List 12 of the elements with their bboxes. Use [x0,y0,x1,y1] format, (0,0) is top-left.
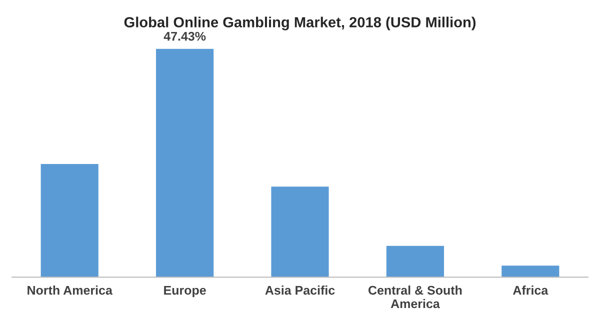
x-tick-label: Europe [164,286,206,298]
data-label: 47.43% [164,32,206,41]
bar [386,246,444,278]
x-tick-label: Asia Pacific [265,286,335,295]
bar [40,164,98,278]
bar [156,48,214,278]
x-tick-label: Africa [512,286,548,295]
x-tick-label: North America [28,286,113,295]
bar [502,266,560,278]
chart-title: Global Online Gambling Market, 2018 (USD Million) [124,16,476,30]
bar [271,186,329,278]
x-tick-label: Central & South America [368,286,462,308]
